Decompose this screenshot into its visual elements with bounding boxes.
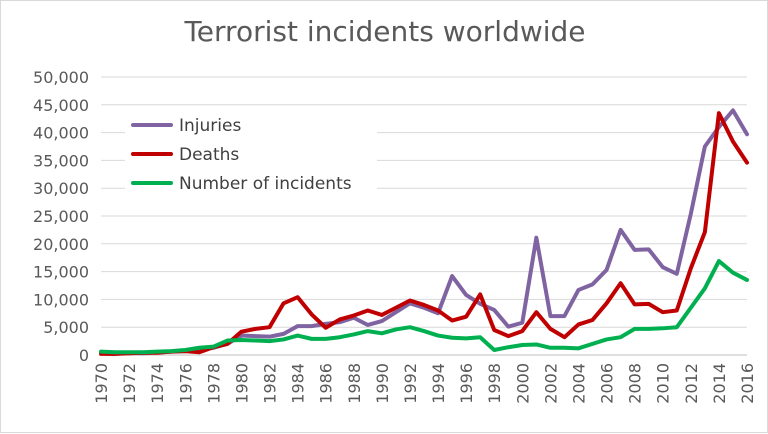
y-tick-label: 40,000 [33,124,89,143]
y-tick-label: 0 [79,346,89,365]
y-tick-label: 10,000 [33,290,89,309]
x-tick-label: 1992 [401,363,420,404]
x-tick-label: 2012 [682,363,701,404]
x-tick-label: 1984 [289,363,308,404]
x-tick-label: 1972 [120,363,139,404]
y-tick-label: 5,000 [43,318,89,337]
x-tick-label: 2010 [654,363,673,404]
x-tick-label: 2016 [738,363,757,404]
y-tick-label: 45,000 [33,96,89,115]
y-tick-label: 30,000 [33,179,89,198]
legend-label: Deaths [179,145,239,165]
series-line-3 [99,259,749,355]
x-tick-label: 2008 [626,363,645,404]
x-tick-label: 1974 [148,363,167,404]
y-tick-label: 20,000 [33,235,89,254]
x-tick-label: 1976 [176,363,195,404]
x-tick-label: 1970 [92,363,111,404]
x-tick-label: 2014 [710,363,729,404]
legend-label: Injuries [179,116,241,136]
y-tick-label: 15,000 [33,263,89,282]
x-tick-label: 1986 [317,363,336,404]
y-tick-label: 25,000 [33,207,89,226]
x-tick-label: 1988 [345,363,364,404]
x-tick-label: 1990 [373,363,392,404]
x-tick-label: 2006 [598,363,617,404]
x-tick-label: 1978 [204,363,223,404]
x-tick-label: 1998 [485,363,504,404]
y-tick-label: 50,000 [33,68,89,87]
chart-title: Terrorist incidents worldwide [184,15,586,48]
x-tick-label: 1996 [457,363,476,404]
legend-label: Number of incidents [179,174,352,194]
x-tick-label: 1982 [261,363,280,404]
y-tick-label: 35,000 [33,151,89,170]
x-tick-label: 2002 [541,363,560,404]
x-tick-label: 2004 [569,363,588,404]
x-tick-label: 1980 [232,363,251,404]
x-tick-label: 1994 [429,363,448,404]
x-tick-label: 2000 [513,363,532,404]
